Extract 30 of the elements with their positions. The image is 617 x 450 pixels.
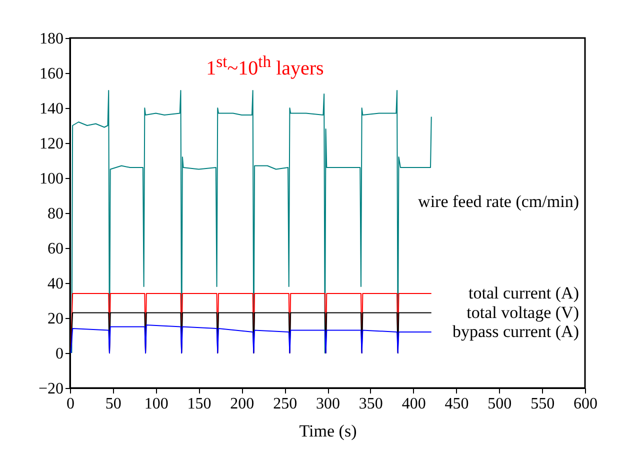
annotation: 1$^{st}$~10$^{th}$ layers (206, 52, 324, 80)
x-tick-label: 250 (273, 396, 298, 412)
x-tick-label: 50 (105, 396, 122, 412)
y-tick-label: 180 (40, 30, 64, 48)
y-tick-label: 100 (40, 170, 64, 188)
y-tick-label: 0 (56, 346, 64, 362)
series-label: wire feed rate (cm/min) (418, 192, 579, 211)
x-tick-label: 500 (488, 396, 512, 412)
x-tick-label: 450 (444, 396, 469, 412)
series-label: bypass current (A) (452, 322, 579, 341)
x-tick-label: 200 (230, 396, 254, 412)
x-tick-label: 150 (187, 396, 212, 412)
y-tick-label: 140 (40, 100, 64, 118)
x-tick-label: 300 (316, 396, 340, 412)
x-tick-label: 100 (144, 396, 168, 412)
x-axis-title: Time (s) (299, 422, 357, 440)
text: total voltage (V) (466, 302, 579, 322)
x-tick-label: 350 (358, 396, 383, 412)
y-tick-label: 80 (48, 206, 64, 222)
y-tick-label: 160 (40, 66, 64, 82)
y-tick-label: 40 (48, 276, 64, 292)
y-tick-label: −20 (38, 380, 64, 398)
y-tick-label: 60 (48, 240, 64, 258)
y-tick-label: 20 (48, 310, 64, 328)
y-tick-label: 120 (40, 136, 64, 152)
x-tick-label: 0 (66, 396, 74, 412)
x-tick-label: 400 (402, 396, 426, 412)
x-tick-label: 550 (530, 396, 555, 412)
x-tick-label: 600 (574, 396, 598, 412)
text: total current (A) (468, 284, 579, 302)
